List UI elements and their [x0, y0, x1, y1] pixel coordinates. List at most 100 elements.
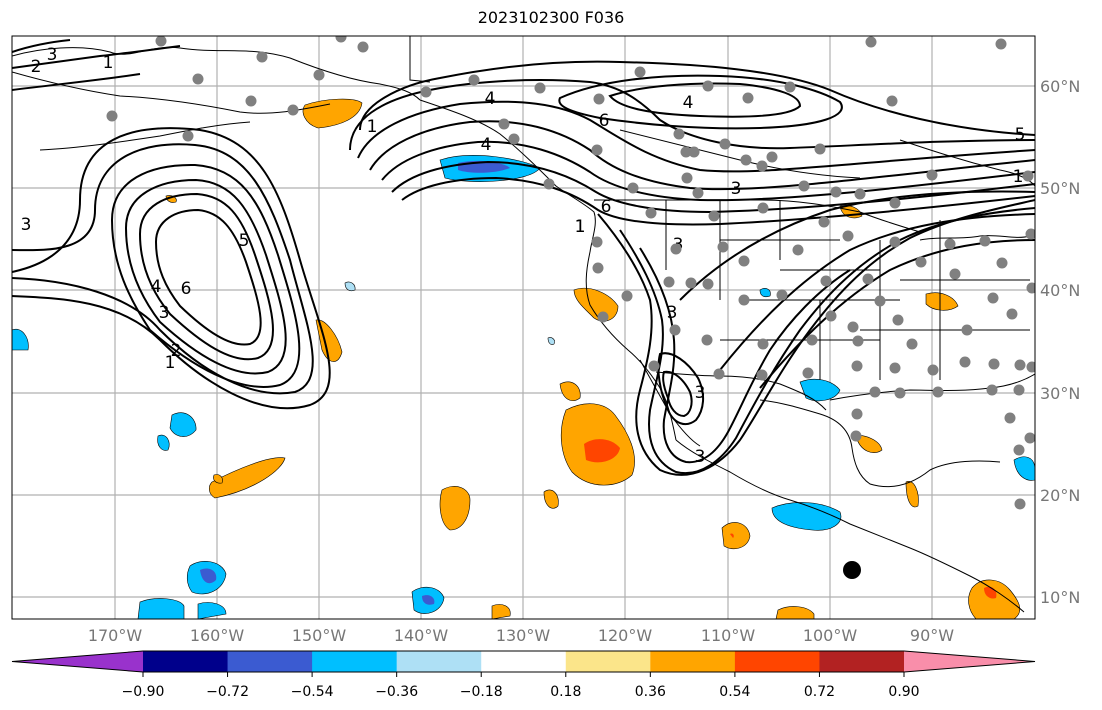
station-dot [592, 262, 604, 274]
station-dot [889, 236, 901, 248]
station-dot [756, 369, 768, 381]
station-dot [1025, 228, 1035, 240]
colorbar-segment [143, 651, 229, 672]
station-dot [842, 230, 854, 242]
station-dot [420, 86, 432, 98]
station-dot [944, 238, 956, 250]
colorbar-tick-label: 0.36 [635, 684, 666, 700]
colorbar-tick-label: −0.90 [122, 684, 165, 700]
station-dot [1006, 308, 1018, 320]
station-dot [256, 51, 268, 63]
station-dot [1013, 384, 1025, 396]
station-dot [1026, 282, 1035, 294]
contour-label: 3 [695, 447, 706, 467]
station-dot [313, 69, 325, 81]
colorbar: −0.90 −0.72 −0.54 −0.36 −0.18 0.18 0.36 0.54 0.7… [11, 650, 1036, 700]
station-markers [106, 36, 1035, 510]
station-dot [851, 360, 863, 372]
station-dot [806, 334, 818, 346]
lon-tick-label: 160°W [190, 626, 245, 645]
station-dot [850, 430, 862, 442]
station-dot [792, 244, 804, 256]
station-dot [959, 356, 971, 368]
contour-label: 4 [151, 277, 162, 297]
colorbar-segment [481, 651, 567, 672]
contour-label: 3 [21, 215, 32, 235]
contour-label: 2 [31, 57, 42, 77]
lon-tick-label: 110°W [701, 626, 756, 645]
station-dot [670, 243, 682, 255]
station-dot [468, 74, 480, 86]
colorbar-tick-label: 0.90 [888, 684, 919, 700]
contour-label: 4 [485, 89, 496, 109]
station-dot [597, 311, 609, 323]
contour-label: 4 [683, 93, 694, 113]
contour-label: 1 [575, 217, 586, 237]
contour-label: 3 [695, 383, 706, 403]
station-dot [680, 146, 692, 158]
lon-tick-label: 130°W [496, 626, 551, 645]
map-panel: 2311346133546321143463153 [12, 36, 1035, 619]
station-dot [663, 276, 675, 288]
station-dot [830, 186, 842, 198]
longitude-tick-labels: 170°W 160°W 150°W 140°W 130°W 120°W 110°W 100°W… [88, 626, 954, 645]
station-dot [865, 36, 877, 48]
contour-label: 3 [731, 179, 742, 199]
colorbar-extend-max [904, 651, 1035, 672]
colorbar-segment [396, 651, 482, 672]
station-dot [1026, 361, 1035, 373]
station-dot [634, 66, 646, 78]
station-dot [688, 146, 700, 158]
colorbar-tick-label: −0.18 [460, 684, 503, 700]
station-dot [798, 180, 810, 192]
station-dot [825, 310, 837, 322]
coastlines [12, 36, 1035, 613]
colorbar-tick-label: −0.54 [291, 684, 334, 700]
station-dot [854, 188, 866, 200]
station-dot [927, 364, 939, 376]
contour-label: 3 [47, 45, 58, 65]
colorbar-segment [819, 651, 905, 672]
colorbar-segment [650, 651, 736, 672]
lat-tick-label: 40°N [1040, 281, 1080, 300]
station-dot [713, 368, 725, 380]
station-dot [1014, 498, 1026, 510]
station-dot [979, 235, 991, 247]
station-dot [335, 36, 347, 43]
station-dot [621, 290, 633, 302]
station-dot [645, 207, 657, 219]
station-dot [756, 160, 768, 172]
lon-tick-label: 150°W [292, 626, 347, 645]
station-dot [1004, 412, 1016, 424]
colorbar-segment [565, 651, 651, 672]
station-dot [717, 241, 729, 253]
station-dot [673, 128, 685, 140]
anomaly-fills [12, 98, 1035, 619]
station-dot [874, 295, 886, 307]
contour-label: 3 [667, 303, 678, 323]
contour-label: 2 [171, 341, 182, 361]
contour-label: 1 [367, 117, 378, 137]
station-dot [192, 73, 204, 85]
station-dot [1014, 359, 1026, 371]
lon-tick-label: 90°W [910, 626, 954, 645]
station-dot [776, 289, 788, 301]
station-dot [784, 81, 796, 93]
map-frame [11, 35, 1036, 620]
station-dot [245, 95, 257, 107]
contour-label: 4 [481, 135, 492, 155]
station-dot [814, 143, 826, 155]
lon-tick-label: 170°W [88, 626, 143, 645]
station-dot [892, 314, 904, 326]
station-dot [1024, 432, 1035, 444]
station-dot [708, 210, 720, 222]
station-dot [685, 277, 697, 289]
station-dot [627, 182, 639, 194]
station-dot [357, 41, 369, 53]
station-dot [820, 275, 832, 287]
station-dot [498, 118, 510, 130]
station-dot [543, 178, 555, 190]
station-dot [889, 362, 901, 374]
colorbar-segment [312, 651, 398, 672]
station-dot [106, 110, 118, 122]
